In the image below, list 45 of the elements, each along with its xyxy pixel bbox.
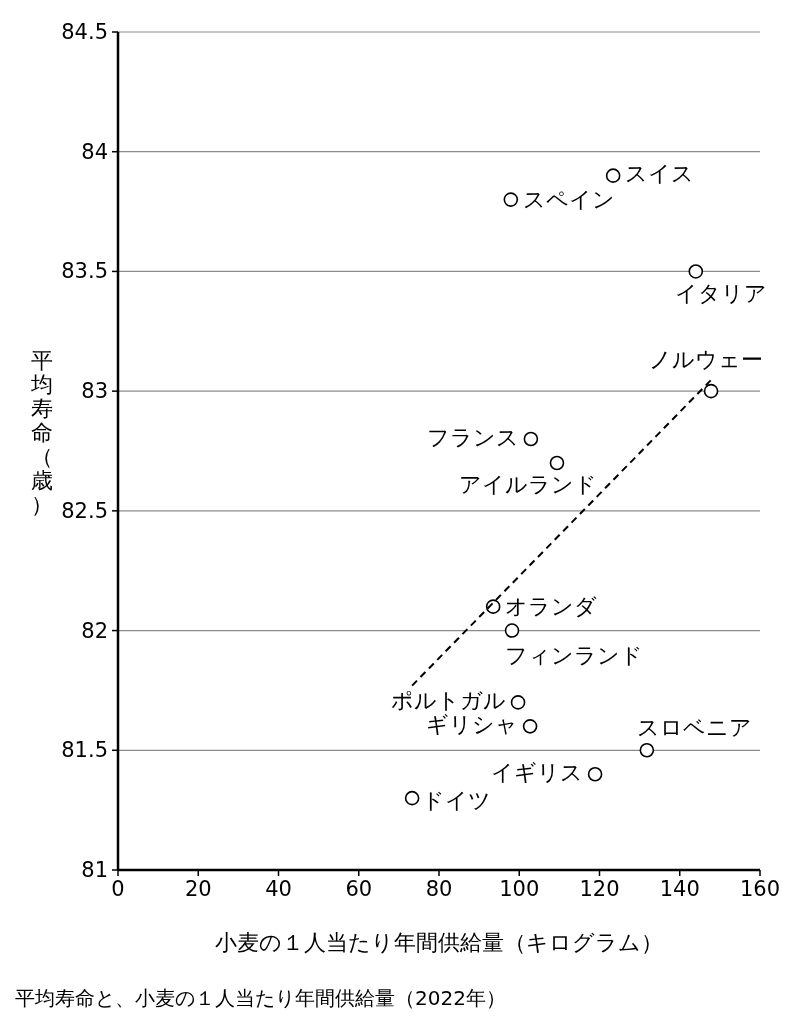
- x-tick-label: 40: [265, 877, 292, 901]
- x-tick-label: 0: [111, 877, 125, 901]
- y-axis-title: 平均寿命（歳）: [30, 348, 53, 517]
- point: [504, 623, 520, 638]
- point: [688, 264, 704, 279]
- annotation: ノルウェー: [649, 346, 764, 372]
- annotation: ポルトガル: [391, 687, 507, 713]
- point: [503, 192, 519, 207]
- y-tick-label: 81.5: [61, 738, 108, 763]
- annotation: フランス: [426, 424, 519, 450]
- point: [587, 766, 603, 782]
- point: [404, 790, 420, 806]
- annotation: フィンランド: [505, 643, 644, 669]
- text: 平均寿命と、小麦の１人当たり年間供給量（2022年）: [15, 986, 506, 1010]
- x-tick-label: 160: [739, 877, 781, 901]
- annotation: ドイツ: [422, 787, 492, 813]
- x-tick-label: 20: [184, 877, 212, 901]
- annotation: イギリス: [491, 759, 584, 785]
- y-tick-label: 84: [81, 139, 108, 164]
- y-tick-label: 82.5: [61, 498, 108, 523]
- point: [523, 431, 539, 447]
- annotation: スペイン: [522, 187, 615, 213]
- point: [639, 742, 655, 758]
- point: [522, 719, 538, 734]
- y-tick-label: 83: [81, 379, 108, 404]
- point: [510, 695, 526, 710]
- x-tick-label: 80: [425, 877, 453, 901]
- y-tick-label: 81: [81, 858, 108, 882]
- y-tick-label: 84.5: [61, 20, 108, 44]
- y-tick-label: 83.5: [61, 259, 108, 284]
- y-tick-label: 82: [81, 618, 108, 643]
- x-axis-title: 小麦の１人当たり年間供給量（キログラム）: [215, 930, 663, 955]
- x-tick-label: 100: [499, 877, 540, 901]
- annotation: アイルランド: [458, 472, 597, 498]
- point: [605, 168, 621, 183]
- annotation: ギリシャ: [426, 711, 519, 737]
- annotation: スロベニア: [636, 714, 752, 740]
- annotation: オランダ: [505, 594, 598, 620]
- x-tick-label: 60: [345, 877, 373, 901]
- annotation: スイス: [625, 161, 695, 187]
- x-tick-label: 140: [659, 877, 700, 901]
- point: [549, 455, 565, 471]
- x-tick-label: 120: [579, 877, 620, 901]
- annotation: イタリア: [674, 280, 767, 306]
- point: [703, 383, 719, 399]
